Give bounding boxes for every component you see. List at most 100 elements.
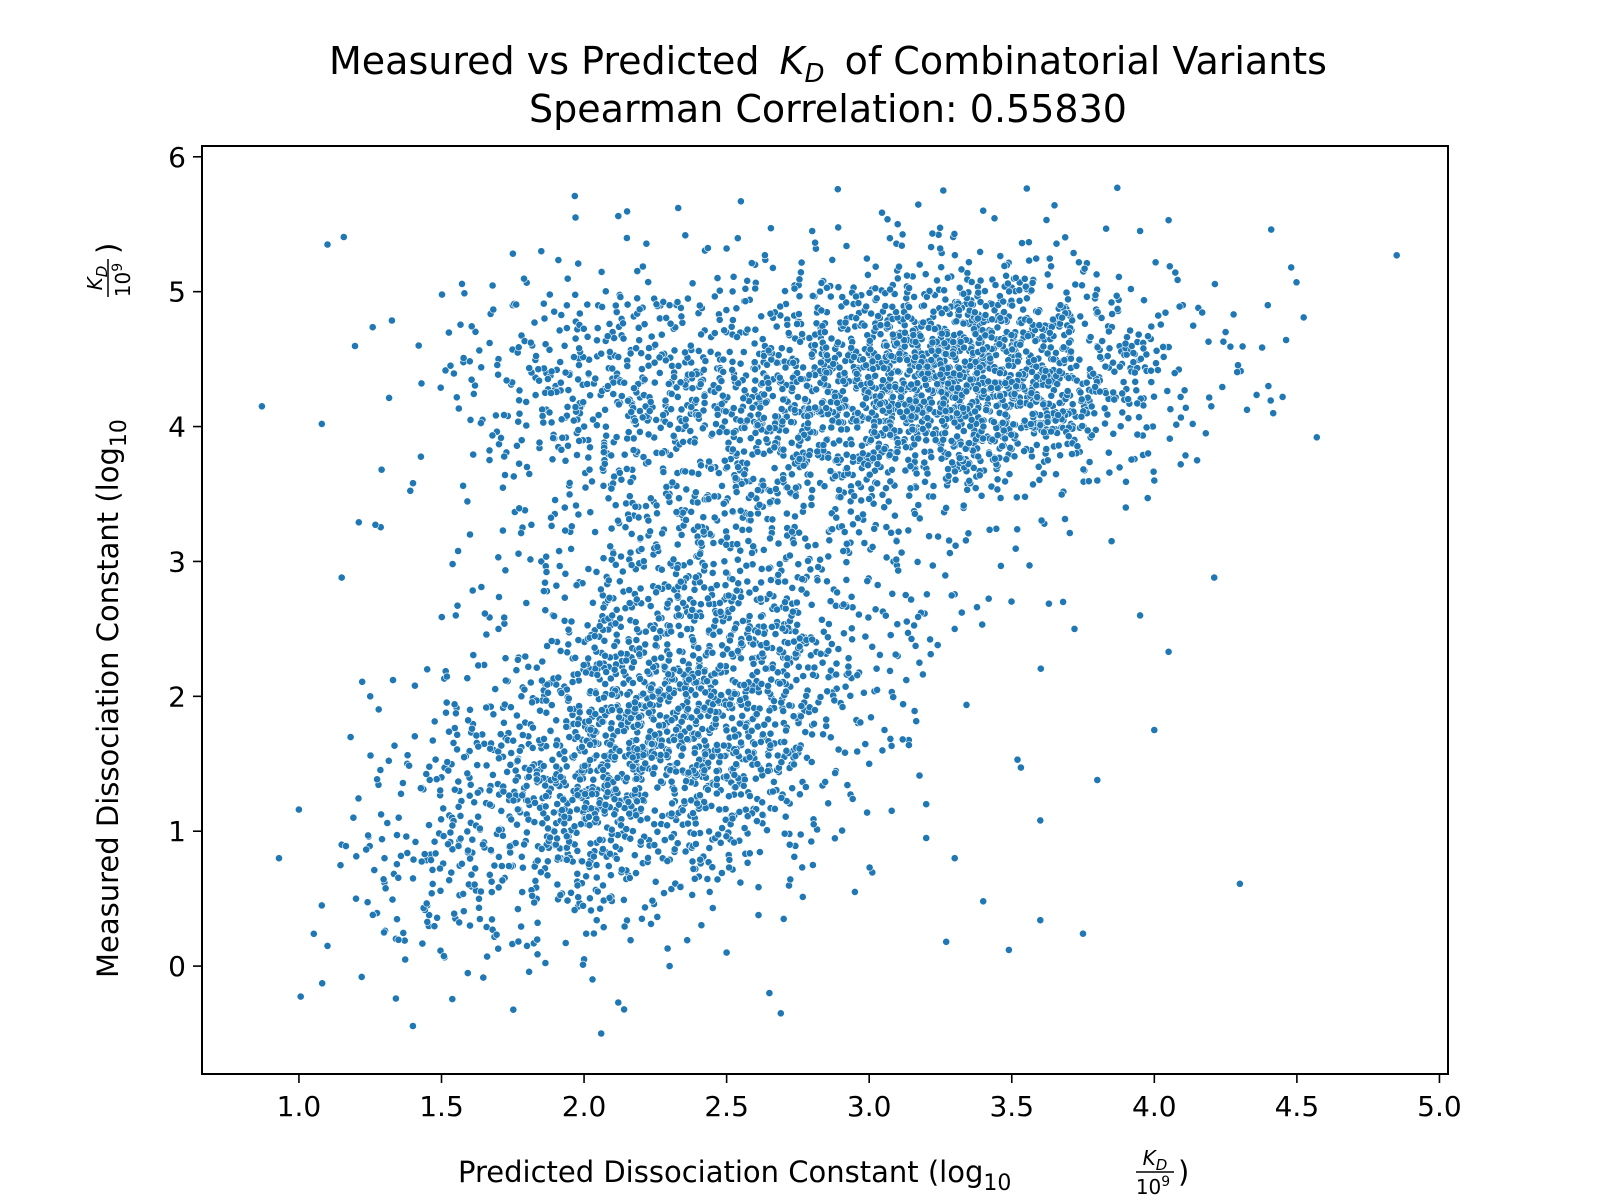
- scatter-point: [619, 319, 627, 328]
- scatter-point: [813, 447, 822, 456]
- scatter-point: [599, 923, 608, 932]
- scatter-point: [955, 306, 963, 315]
- scatter-point: [879, 376, 887, 385]
- scatter-point: [736, 416, 745, 425]
- scatter-point: [745, 588, 754, 597]
- scatter-point: [341, 842, 350, 850]
- scatter-point: [713, 775, 721, 783]
- scatter-point: [739, 617, 747, 625]
- scatter-point: [653, 827, 662, 836]
- scatter-point: [773, 751, 782, 760]
- scatter-point: [1201, 429, 1210, 438]
- scatter-point: [652, 300, 661, 309]
- scatter-point: [454, 547, 462, 555]
- scatter-point: [966, 362, 975, 370]
- scatter-point: [799, 501, 808, 510]
- scatter-point: [915, 362, 923, 371]
- scatter-point: [797, 258, 806, 267]
- scatter-point: [547, 513, 555, 522]
- scatter-point: [409, 479, 417, 488]
- scatter-point: [882, 341, 891, 350]
- scatter-point: [1069, 249, 1078, 257]
- scatter-point: [821, 778, 830, 786]
- scatter-point: [1109, 358, 1117, 367]
- scatter-point: [572, 501, 580, 510]
- scatter-point: [761, 664, 770, 673]
- scatter-point: [886, 285, 894, 294]
- scatter-point: [1012, 493, 1021, 502]
- scatter-point: [823, 351, 831, 360]
- scatter-point: [861, 740, 870, 748]
- scatter-point: [728, 357, 737, 366]
- scatter-point: [840, 528, 849, 536]
- scatter-point: [978, 620, 987, 629]
- scatter-point: [855, 528, 863, 537]
- scatter-point: [782, 426, 790, 435]
- scatter-point: [712, 767, 721, 775]
- scatter-point: [500, 613, 509, 622]
- scatter-point: [860, 539, 869, 547]
- scatter-point: [1043, 456, 1052, 465]
- scatter-point: [1126, 326, 1134, 335]
- scatter-point: [469, 651, 478, 659]
- scatter-point: [929, 307, 938, 316]
- scatter-point: [902, 676, 911, 684]
- scatter-point: [808, 227, 817, 235]
- scatter-point: [1079, 929, 1087, 938]
- scatter-point: [1152, 359, 1160, 368]
- scatter-point: [627, 561, 636, 569]
- scatter-point: [718, 869, 726, 877]
- scatter-point: [563, 402, 572, 411]
- scatter-point: [870, 428, 879, 437]
- scatter-point: [552, 716, 561, 725]
- scatter-point: [675, 494, 683, 503]
- scatter-point: [658, 449, 666, 457]
- scatter-point: [626, 349, 635, 358]
- scatter-point: [626, 548, 635, 557]
- scatter-point: [521, 652, 530, 661]
- scatter-point: [737, 406, 745, 415]
- scatter-point: [604, 382, 612, 390]
- scatter-point: [485, 456, 494, 464]
- scatter-point: [1013, 755, 1022, 764]
- scatter-point: [905, 491, 914, 500]
- scatter-point: [976, 298, 985, 306]
- scatter-point: [905, 366, 914, 375]
- scatter-point: [406, 486, 415, 495]
- scatter-point: [838, 293, 847, 301]
- scatter-point: [670, 373, 678, 381]
- scatter-point: [1086, 333, 1095, 341]
- scatter-point: [644, 458, 653, 466]
- scatter-point: [880, 445, 889, 453]
- scatter-point: [1134, 330, 1143, 339]
- scatter-point: [863, 808, 871, 817]
- scatter-point: [804, 419, 812, 428]
- scatter-point: [816, 693, 825, 701]
- scatter-point: [1036, 664, 1045, 673]
- scatter-point: [893, 339, 901, 348]
- scatter-point: [1116, 422, 1125, 431]
- scatter-point: [833, 398, 841, 407]
- scatter-point: [612, 854, 621, 863]
- scatter-point: [757, 680, 766, 688]
- scatter-point: [684, 819, 692, 828]
- scatter-point: [1068, 316, 1077, 325]
- scatter-point: [1002, 271, 1010, 280]
- scatter-point: [1176, 460, 1185, 469]
- scatter-point: [514, 549, 523, 558]
- scatter-point: [795, 292, 804, 301]
- scatter-point: [445, 727, 453, 736]
- scatter-point: [1065, 328, 1073, 336]
- scatter-point: [476, 419, 485, 427]
- scatter-point: [294, 805, 303, 814]
- scatter-point: [677, 717, 686, 726]
- scatter-point: [679, 744, 687, 753]
- scatter-point: [662, 482, 671, 491]
- scatter-point: [607, 871, 615, 880]
- scatter-point: [591, 528, 599, 536]
- scatter-point: [670, 346, 679, 355]
- scatter-point: [649, 624, 658, 633]
- scatter-point: [603, 788, 612, 797]
- scatter-point: [665, 685, 674, 693]
- scatter-point: [1007, 597, 1016, 606]
